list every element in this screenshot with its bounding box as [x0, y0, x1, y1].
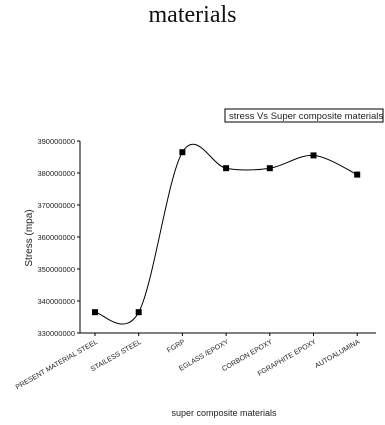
- x-tick-label: AUTOALUMINA: [314, 339, 361, 370]
- y-tick-label: 350000000: [37, 265, 75, 274]
- data-point-marker: [92, 309, 98, 316]
- y-tick-label: 360000000: [37, 233, 75, 242]
- y-axis-label: Stress (mpa): [24, 209, 35, 266]
- data-point-marker: [179, 149, 186, 156]
- y-tick-label: 390000000: [37, 137, 75, 146]
- legend-box: [224, 108, 384, 123]
- series-markers: [92, 149, 361, 316]
- y-ticks: 330000000 340000000 350000000 360000000 3700…: [37, 137, 80, 338]
- y-tick-label: 370000000: [37, 201, 75, 210]
- x-tick-label: PRESENT MATERIAL STEEL: [15, 339, 99, 392]
- y-tick-label: 380000000: [37, 169, 75, 178]
- data-point-marker: [310, 152, 317, 159]
- data-point-marker: [135, 309, 142, 316]
- x-tick-label: FGRP: [166, 339, 187, 355]
- page-title: materials: [148, 2, 237, 28]
- legend: stress Vs Super composite materials: [224, 108, 384, 123]
- x-axis-label: super composite materials: [171, 408, 277, 418]
- y-tick-label: 330000000: [37, 329, 75, 338]
- data-point-marker: [354, 171, 361, 178]
- data-point-marker: [266, 165, 273, 172]
- legend-label: stress Vs Super composite materials: [229, 111, 383, 122]
- y-tick-label: 340000000: [37, 297, 75, 306]
- data-point-marker: [223, 165, 230, 172]
